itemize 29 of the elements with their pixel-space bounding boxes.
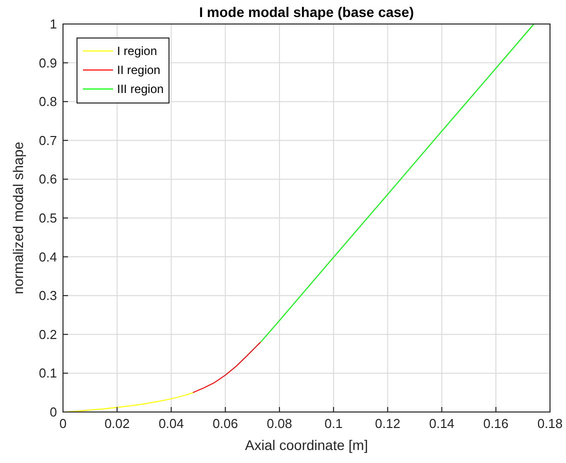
x-tick-label: 0.18 xyxy=(537,416,563,431)
y-tick-label: 0 xyxy=(50,404,57,420)
line-series xyxy=(192,342,262,394)
y-tick-label: 0.6 xyxy=(38,172,57,187)
x-axis-title: Axial coordinate [m] xyxy=(245,437,368,453)
legend-label: I region xyxy=(117,44,158,58)
line-series xyxy=(260,24,534,343)
y-tick-label: 0.1 xyxy=(38,366,57,381)
y-tick-label: 1 xyxy=(50,16,57,32)
x-tick-label: 0.06 xyxy=(212,416,238,431)
x-tick-label: 0.12 xyxy=(375,416,400,431)
x-tick-label: 0.02 xyxy=(104,416,130,431)
y-tick-label: 0.2 xyxy=(38,326,57,342)
y-tick-label: 0.7 xyxy=(38,132,57,148)
legend-label: III region xyxy=(117,82,164,96)
y-tick-label: 0.4 xyxy=(38,249,57,264)
y-tick-label: 0.9 xyxy=(38,55,57,70)
x-tick-label: 0.04 xyxy=(158,416,184,431)
x-tick-label: 0.16 xyxy=(483,416,509,431)
y-tick-label: 0.3 xyxy=(38,288,57,304)
legend-label: II region xyxy=(117,63,160,77)
y-axis-title: normalized modal shape xyxy=(10,142,26,294)
x-tick-label: 0.1 xyxy=(324,416,343,431)
y-tick-label: 0.5 xyxy=(38,210,57,226)
x-tick-label: 0.14 xyxy=(429,416,454,431)
x-tick-label: 0 xyxy=(59,416,67,431)
x-tick-label: 0.08 xyxy=(266,416,292,431)
y-tick-label: 0.8 xyxy=(38,94,57,110)
chart-title: I mode modal shape (base case) xyxy=(199,4,414,20)
